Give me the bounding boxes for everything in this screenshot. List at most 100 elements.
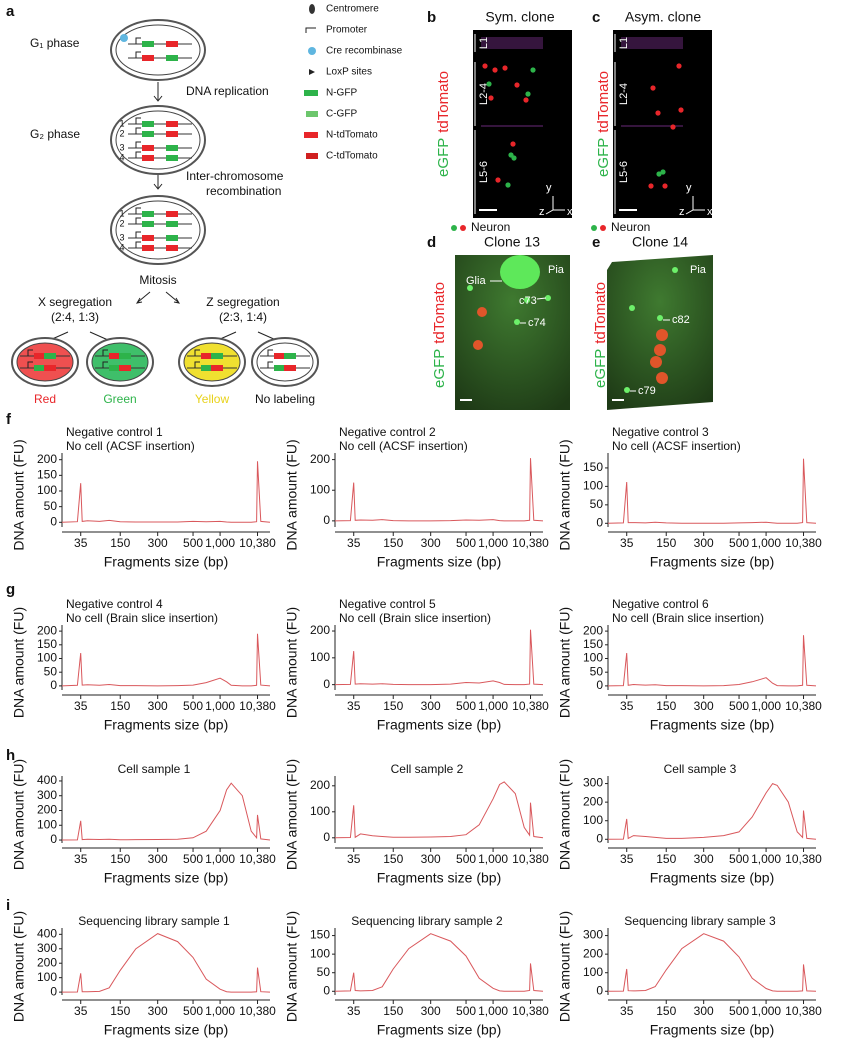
x-tick-label: 35 bbox=[620, 699, 634, 713]
channel-red: tdTomato bbox=[435, 71, 452, 133]
x-tick-label: 300 bbox=[694, 699, 714, 713]
channel-label: eGFP tdTomato bbox=[431, 282, 448, 388]
axis-letter: x bbox=[567, 206, 573, 218]
annotation: c74 bbox=[528, 317, 546, 329]
panel-label: a bbox=[6, 3, 15, 20]
nucleus bbox=[16, 342, 74, 382]
x-axis-label: Fragments size (bp) bbox=[377, 717, 501, 733]
neuron bbox=[502, 65, 508, 71]
nucleus bbox=[183, 342, 241, 382]
promoter bbox=[135, 241, 141, 248]
gene-fragment bbox=[166, 121, 178, 127]
x-axis-label: Fragments size (bp) bbox=[650, 554, 774, 570]
layer-label: L5-6 bbox=[478, 161, 490, 183]
y-tick-label: 50 bbox=[44, 499, 58, 513]
x-tick-label: 300 bbox=[694, 852, 714, 866]
layer-label: L1 bbox=[478, 37, 490, 49]
nucleus bbox=[91, 342, 149, 382]
x-tick-label: 300 bbox=[148, 852, 168, 866]
trace bbox=[607, 933, 817, 992]
neuron bbox=[678, 107, 684, 113]
x-tick-label: 300 bbox=[694, 536, 714, 550]
gene-fragment bbox=[34, 353, 46, 359]
x-axis-label: Fragments size (bp) bbox=[650, 1022, 774, 1038]
phase-label: G₂ phase bbox=[30, 127, 80, 141]
promoter bbox=[267, 349, 273, 356]
segregation-label: Z segregation bbox=[206, 295, 279, 309]
neuron bbox=[655, 110, 661, 116]
cell-body bbox=[656, 372, 668, 384]
trace bbox=[61, 633, 271, 687]
neuron bbox=[648, 183, 654, 189]
legend-label: Neuron bbox=[471, 220, 510, 234]
axis-letter: z bbox=[679, 206, 685, 218]
neuron bbox=[530, 67, 536, 73]
gene-fragment bbox=[166, 41, 178, 47]
x-tick-label: 300 bbox=[421, 1004, 441, 1018]
axis-letter: y bbox=[686, 182, 692, 194]
layer-label: L2-4 bbox=[618, 83, 630, 105]
gene-fragment bbox=[274, 365, 286, 371]
x-tick-label: 35 bbox=[74, 536, 88, 550]
y-axis-label: DNA amount (FU) bbox=[284, 439, 300, 550]
outcome-label: Red bbox=[34, 392, 56, 406]
x-tick-label: 1,000 bbox=[205, 1004, 235, 1018]
promoter bbox=[194, 349, 200, 356]
neuron bbox=[670, 124, 676, 130]
x-tick-label: 500 bbox=[456, 536, 476, 550]
channel-green: eGFP bbox=[435, 138, 452, 177]
x-tick-label: 500 bbox=[729, 852, 749, 866]
gene-fragment bbox=[284, 353, 296, 359]
x-tick-label: 35 bbox=[347, 852, 361, 866]
chart-title: No cell (Brain slice insertion) bbox=[66, 611, 218, 625]
chart-title: Negative control 3 bbox=[612, 425, 709, 439]
legend-icon bbox=[309, 4, 315, 14]
y-tick-label: 300 bbox=[37, 941, 57, 955]
legend-dot bbox=[600, 225, 606, 231]
step-label: Inter-chromosome bbox=[186, 169, 284, 183]
chart-title: Cell sample 1 bbox=[118, 762, 191, 776]
chromosome-number: 1 bbox=[119, 208, 124, 218]
chromosome-number: 4 bbox=[119, 152, 124, 162]
y-tick-label: 0 bbox=[323, 983, 330, 997]
y-tick-label: 100 bbox=[583, 813, 603, 827]
axis-icon bbox=[685, 196, 705, 215]
gene-fragment bbox=[166, 221, 178, 227]
x-tick-label: 300 bbox=[148, 1004, 168, 1018]
chart-title: No cell (ACSF insertion) bbox=[339, 439, 468, 453]
gene-fragment bbox=[274, 353, 286, 359]
axis-icon bbox=[545, 196, 565, 215]
legend-dot bbox=[591, 225, 597, 231]
y-tick-label: 100 bbox=[583, 479, 603, 493]
legend-icon bbox=[304, 90, 318, 96]
legend-label: C-tdTomato bbox=[326, 151, 378, 162]
axis-letter: x bbox=[707, 206, 713, 218]
x-tick-label: 150 bbox=[383, 1004, 403, 1018]
y-axis-label: DNA amount (FU) bbox=[557, 439, 573, 550]
trace bbox=[61, 782, 271, 841]
panel-title: Sym. clone bbox=[485, 9, 554, 25]
neuron bbox=[482, 63, 488, 69]
y-axis-label: DNA amount (FU) bbox=[284, 911, 300, 1022]
y-tick-label: 200 bbox=[310, 778, 330, 792]
gene-fragment bbox=[109, 353, 121, 359]
x-tick-label: 10,380 bbox=[512, 699, 549, 713]
panel-label: b bbox=[427, 9, 436, 26]
chart-title: Negative control 6 bbox=[612, 597, 709, 611]
x-tick-label: 500 bbox=[729, 1004, 749, 1018]
outcome-label: Yellow bbox=[195, 392, 230, 406]
promoter bbox=[27, 349, 33, 356]
x-tick-label: 150 bbox=[110, 852, 130, 866]
x-tick-label: 500 bbox=[183, 536, 203, 550]
cell-body bbox=[545, 295, 551, 301]
x-tick-label: 150 bbox=[383, 536, 403, 550]
y-tick-label: 0 bbox=[50, 514, 57, 528]
panel-title: Asym. clone bbox=[625, 9, 701, 25]
nucleus bbox=[115, 24, 201, 76]
cell-body bbox=[657, 315, 663, 321]
chart-title: Sequencing library sample 1 bbox=[78, 914, 230, 928]
y-tick-label: 200 bbox=[37, 623, 57, 637]
confocal-image bbox=[613, 30, 712, 218]
gene-fragment bbox=[142, 41, 154, 47]
y-tick-label: 200 bbox=[583, 794, 603, 808]
